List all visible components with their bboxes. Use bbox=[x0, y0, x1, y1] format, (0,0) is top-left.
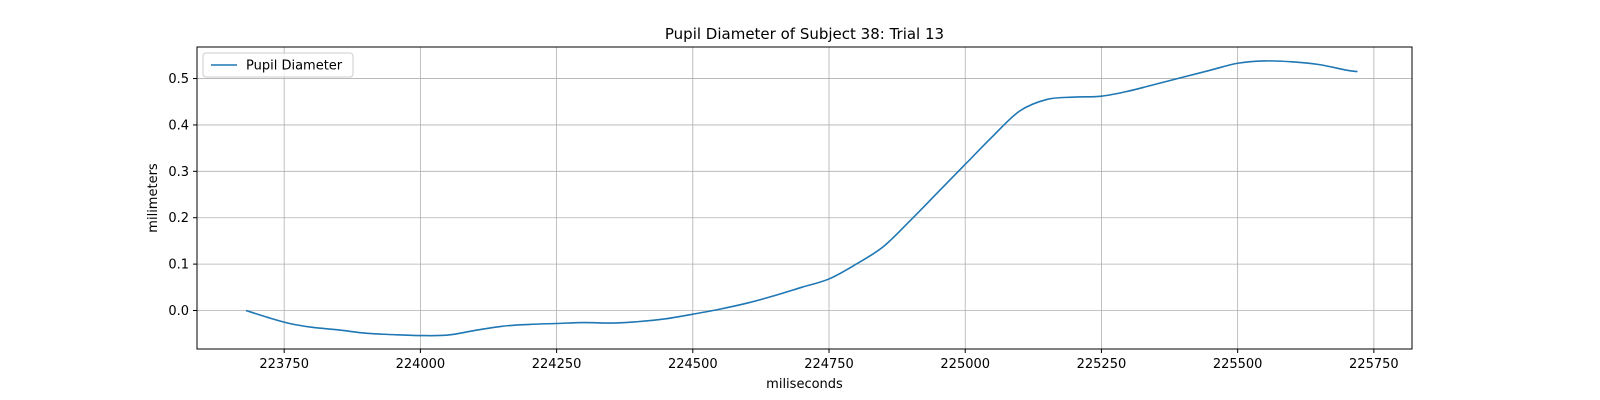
y-tick-label: 0.5 bbox=[168, 72, 189, 87]
y-tick-label: 0.1 bbox=[168, 258, 189, 273]
legend: Pupil Diameter bbox=[202, 52, 354, 78]
y-tick-label: 0.3 bbox=[168, 165, 189, 180]
y-axis-ticks: 0.0 0.1 0.2 0.3 0.4 0.5 bbox=[168, 72, 197, 319]
grid-lines bbox=[197, 47, 1412, 349]
series-lines bbox=[245, 60, 1358, 337]
y-axis-label: milimeters bbox=[146, 163, 161, 233]
series-line-pupil-diameter bbox=[245, 60, 1358, 337]
y-tick-label: 0.2 bbox=[168, 211, 189, 226]
x-tick-label: 224000 bbox=[396, 357, 446, 372]
chart-title: Pupil Diameter of Subject 38: Trial 13 bbox=[665, 25, 944, 43]
y-tick-label: 0.4 bbox=[168, 118, 189, 133]
x-tick-label: 225000 bbox=[940, 357, 990, 372]
plot-area-frame bbox=[196, 46, 1413, 350]
y-tick-label: 0.0 bbox=[168, 304, 189, 319]
x-tick-label: 225750 bbox=[1349, 357, 1399, 372]
x-tick-label: 224750 bbox=[804, 357, 854, 372]
x-tick-label: 225250 bbox=[1077, 357, 1127, 372]
legend-box bbox=[202, 52, 354, 78]
x-axis-label: miliseconds bbox=[766, 377, 843, 392]
x-tick-label: 223750 bbox=[259, 357, 309, 372]
x-tick-label: 224250 bbox=[532, 357, 582, 372]
x-axis-ticks: 223750 224000 224250 224500 224750 225000 2252… bbox=[259, 349, 1399, 372]
x-tick-label: 225500 bbox=[1213, 357, 1263, 372]
x-tick-label: 224500 bbox=[668, 357, 718, 372]
legend-label-pupil-diameter: Pupil Diameter bbox=[246, 59, 343, 74]
